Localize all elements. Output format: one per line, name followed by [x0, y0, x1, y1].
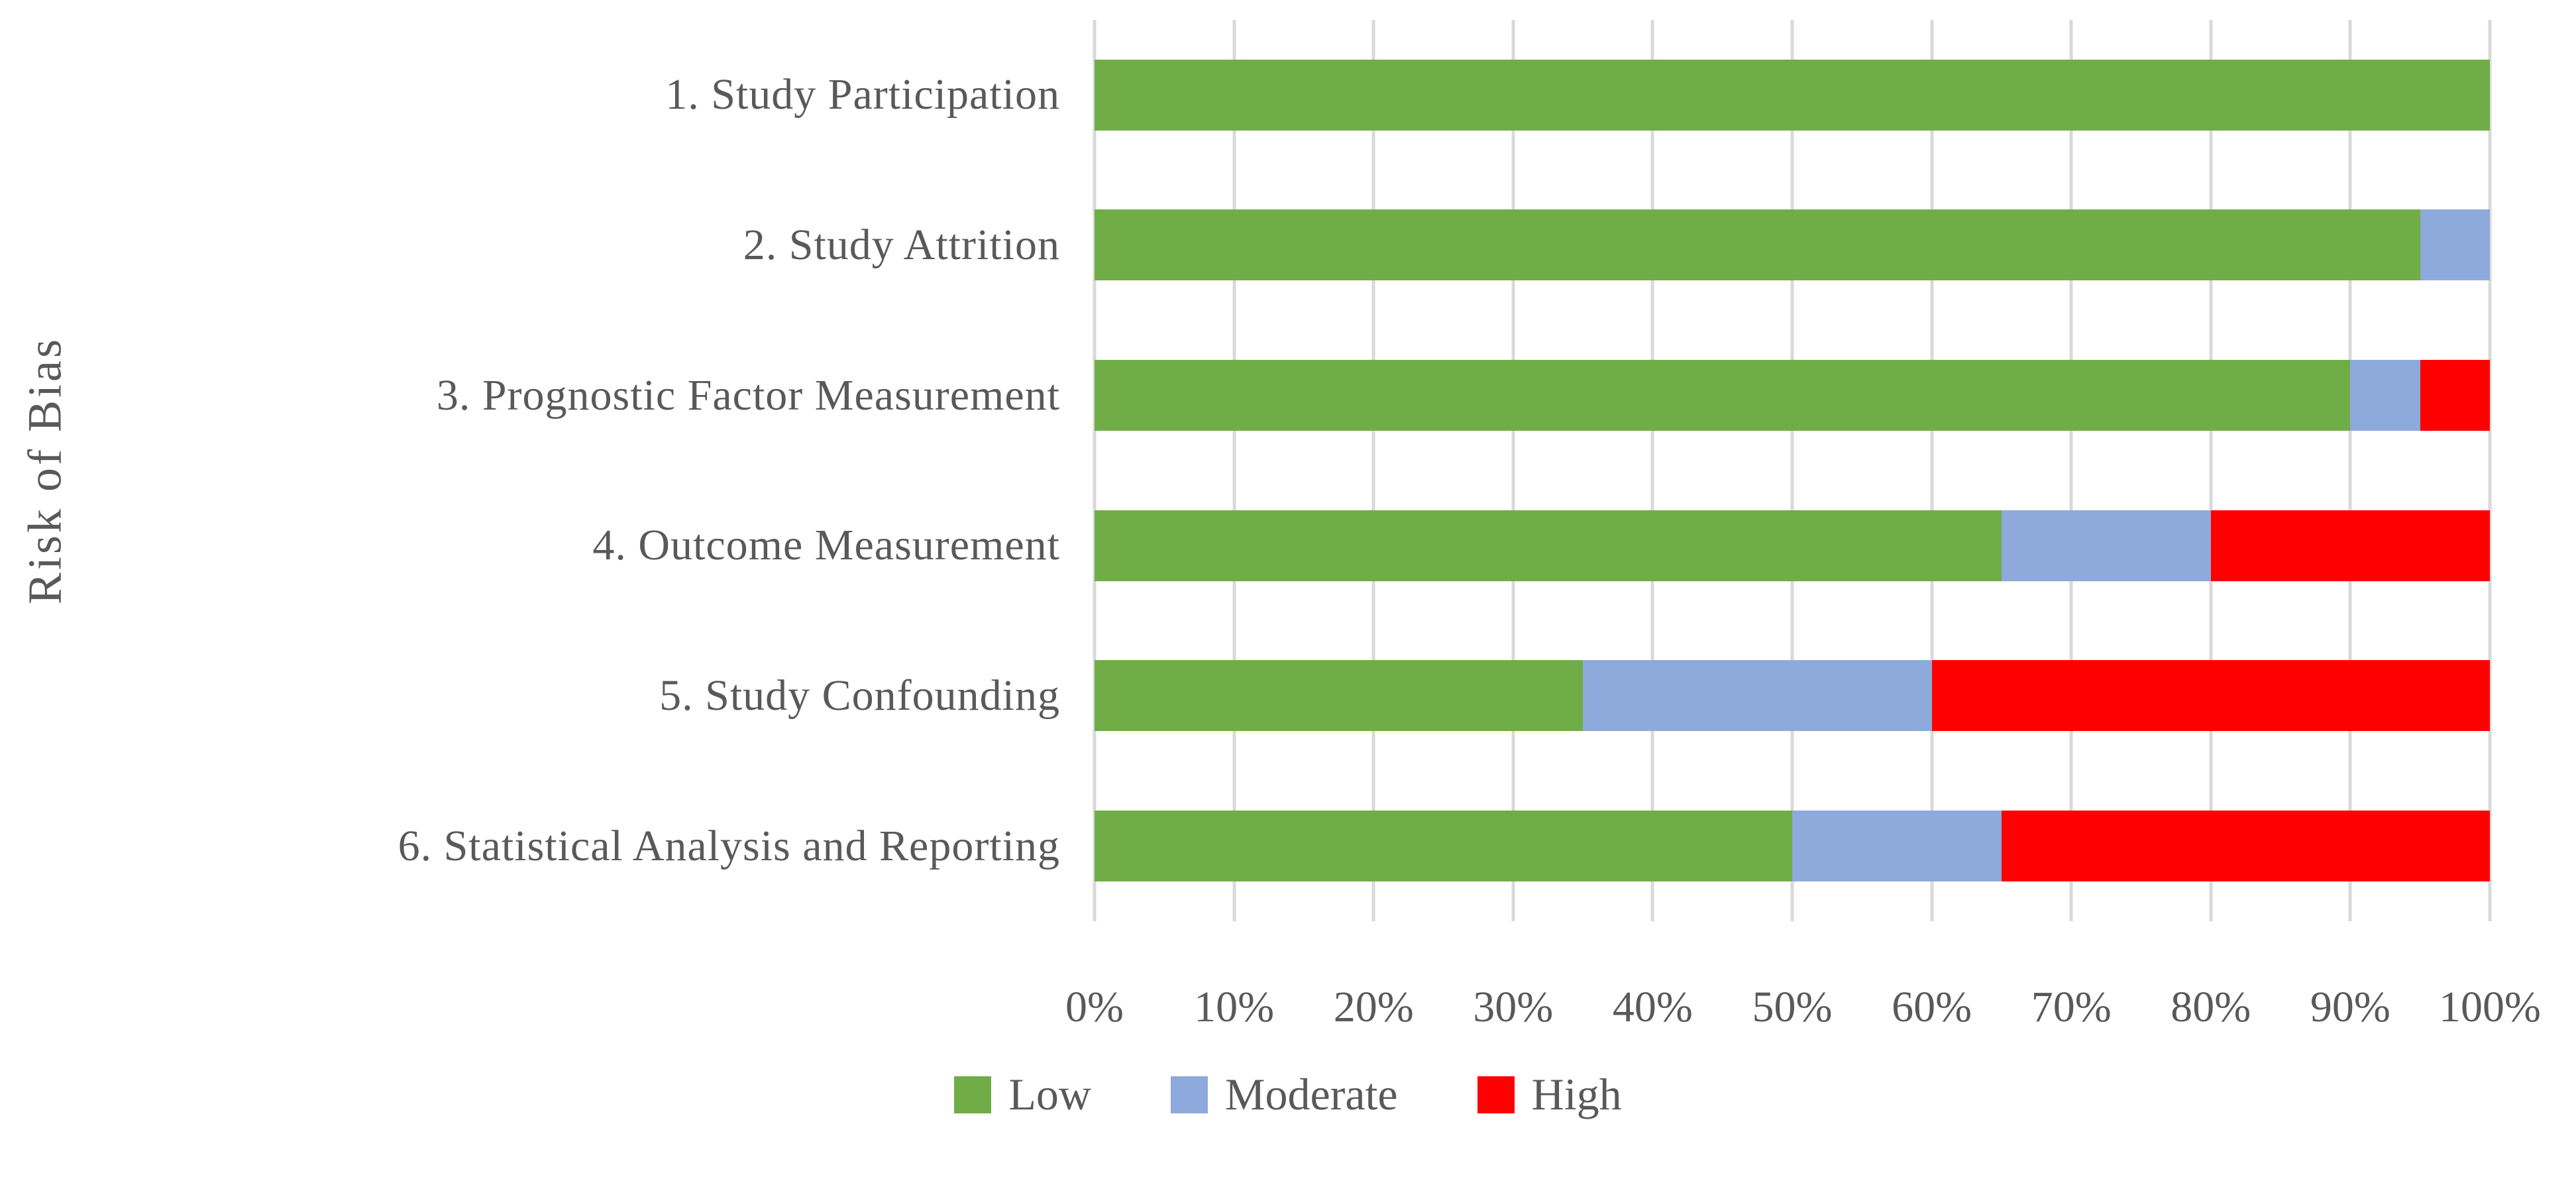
gridline-50 — [1790, 20, 1794, 921]
gridline-100 — [2488, 20, 2492, 921]
stacked-bar — [1095, 360, 2490, 431]
category-label: 5. Study Confounding — [659, 671, 1060, 720]
legend-label: Moderate — [1225, 1069, 1398, 1119]
legend-swatch-moderate — [1171, 1076, 1208, 1113]
bar-segment-high — [2001, 811, 2490, 882]
x-tick-label: 50% — [1752, 983, 1833, 1031]
bar-segment-low — [1095, 811, 1792, 882]
bar-segment-low — [1095, 660, 1583, 732]
gridline-30 — [1511, 20, 1515, 921]
bar-segment-high — [1931, 660, 2490, 732]
x-tick-label: 80% — [2171, 983, 2251, 1031]
gridline-0 — [1093, 20, 1097, 921]
bar-row — [1095, 20, 2490, 170]
gridline-70 — [2069, 20, 2073, 921]
bar-row — [1095, 471, 2490, 621]
bar-segment-moderate — [2001, 510, 2211, 581]
gridline-80 — [2209, 20, 2213, 921]
category-label: 3. Prognostic Factor Measurement — [436, 370, 1060, 420]
gridline-90 — [2348, 20, 2352, 921]
category-label: 4. Outcome Measurement — [592, 521, 1060, 570]
gridline-10 — [1232, 20, 1236, 921]
gridline-20 — [1371, 20, 1375, 921]
bar-segment-moderate — [1583, 660, 1932, 732]
bar-segment-low — [1095, 209, 2420, 281]
legend-item-moderate: Moderate — [1171, 1068, 1398, 1121]
x-tick-label: 70% — [2031, 983, 2112, 1031]
x-axis-ticks: 0% 10% 20% 30% 40% 50% 60% 70% 80% 90% 100% — [1065, 968, 2541, 1047]
x-tick-label: 30% — [1473, 983, 1554, 1031]
stacked-bar — [1095, 209, 2490, 281]
legend: Low Moderate High — [0, 1068, 2576, 1121]
x-tick-label: 100% — [2439, 983, 2541, 1031]
bar-segment-low — [1095, 360, 2351, 431]
category-label: 1. Study Participation — [665, 70, 1060, 119]
legend-label: Low — [1008, 1069, 1092, 1119]
legend-swatch-high — [1477, 1076, 1515, 1113]
x-tick-label: 20% — [1333, 983, 1414, 1031]
bar-segment-moderate — [2420, 209, 2490, 281]
bar-segment-moderate — [1792, 811, 2002, 882]
bar-segment-low — [1095, 59, 2490, 131]
legend-item-low: Low — [954, 1068, 1091, 1121]
x-tick-label: 60% — [1892, 983, 1972, 1031]
category-label: 2. Study Attrition — [743, 220, 1060, 269]
stacked-bar — [1095, 510, 2490, 581]
x-tick-label: 0% — [1065, 983, 1124, 1031]
legend-item-high: High — [1477, 1068, 1622, 1121]
y-axis-title: Risk of Bias — [18, 336, 72, 605]
bar-segment-low — [1095, 510, 2002, 581]
category-label: 6. Statistical Analysis and Reporting — [398, 821, 1060, 870]
bar-row — [1095, 621, 2490, 771]
gridline-40 — [1650, 20, 1654, 921]
x-tick-label: 90% — [2310, 983, 2390, 1031]
bar-row — [1095, 320, 2490, 471]
gridline-60 — [1930, 20, 1934, 921]
legend-swatch-low — [954, 1076, 992, 1113]
bar-segment-moderate — [2350, 360, 2420, 431]
stacked-bar — [1095, 660, 2490, 732]
bar-segment-high — [2210, 510, 2490, 581]
plot-area — [1093, 20, 2492, 921]
bar-segment-high — [2420, 360, 2490, 431]
x-tick-label: 40% — [1612, 983, 1693, 1031]
stacked-bar — [1095, 59, 2490, 131]
bar-row — [1095, 170, 2490, 321]
bar-row — [1095, 771, 2490, 921]
category-labels: 1. Study Participation 2. Study Attrition… — [86, 20, 1060, 921]
x-tick-label: 10% — [1194, 983, 1275, 1031]
legend-label: High — [1531, 1069, 1622, 1119]
stacked-bar — [1095, 811, 2490, 882]
